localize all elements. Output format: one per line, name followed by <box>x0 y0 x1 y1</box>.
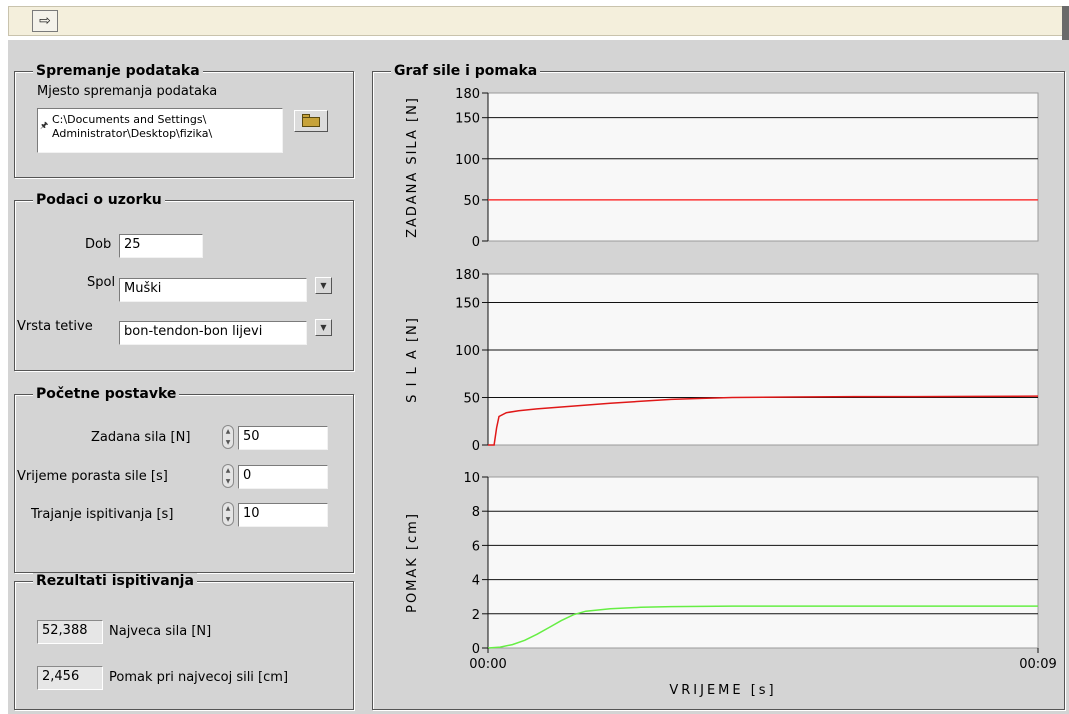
rise-time-input[interactable]: 0 <box>238 465 328 489</box>
settings-group-title: Početne postavke <box>33 386 180 402</box>
decrement-icon[interactable]: ▼ <box>225 439 231 446</box>
sex-dropdown-button[interactable]: ▼ <box>315 277 332 294</box>
y-tick-label: 50 <box>463 194 480 209</box>
y-axis-label: S I L A [N] <box>405 316 420 403</box>
duration-spinner[interactable]: ▲ ▼ <box>222 502 234 526</box>
settings-group: Početne postavke Zadana sila [N] ▲ ▼ 50 … <box>14 386 354 573</box>
max-force-label: Najveca sila [N] <box>109 624 212 639</box>
rise-time-spinner[interactable]: ▲ ▼ <box>222 464 234 488</box>
y-tick-label: 100 <box>455 153 480 168</box>
decrement-icon[interactable]: ▼ <box>225 478 231 485</box>
series-line <box>488 395 1039 446</box>
toolbar: ⇨ <box>0 0 1069 40</box>
y-tick-label: 0 <box>472 235 480 250</box>
y-tick-label: 180 <box>455 87 480 102</box>
plot-area <box>487 273 1039 446</box>
plot-area <box>487 92 1039 242</box>
force-label: Zadana sila [N] <box>91 430 191 445</box>
plot-area <box>487 476 1039 649</box>
folder-icon-tab <box>302 114 310 118</box>
rise-time-label: Vrijeme porasta sile [s] <box>17 469 168 484</box>
sample-group-title: Podaci o uzorku <box>33 192 165 208</box>
displacement-label: Pomak pri najvecoj sili [cm] <box>109 670 289 685</box>
tendon-dropdown-button[interactable]: ▼ <box>315 319 332 336</box>
front-panel: Spremanje podataka Mjesto spremanja poda… <box>8 40 1069 714</box>
duration-label: Trajanje ispitivanja [s] <box>31 507 174 522</box>
y-tick-label: 50 <box>463 392 480 407</box>
y-tick-label: 4 <box>472 574 480 589</box>
y-axis-label: ZADANA SILA [N] <box>405 96 420 238</box>
increment-icon[interactable]: ▲ <box>225 505 231 512</box>
y-tick-label: 0 <box>472 642 480 657</box>
y-tick-label: 6 <box>472 539 480 554</box>
x-tick-label: 00:09 <box>1019 657 1056 672</box>
increment-icon[interactable]: ▲ <box>225 428 231 435</box>
y-tick-label: 0 <box>472 439 480 454</box>
force-input[interactable]: 50 <box>238 426 328 450</box>
y-tick-label: 150 <box>455 112 480 127</box>
sex-select[interactable]: Muški <box>119 278 307 302</box>
results-group: Rezultati ispitivanja 52,388 Najveca sil… <box>14 573 354 710</box>
tendon-select[interactable]: bon-tendon-bon lijevi <box>119 321 307 345</box>
path-label: Mjesto spremanja podataka <box>37 84 218 99</box>
y-axis-label: POMAK [cm] <box>405 512 420 613</box>
right-arrow-icon: ⇨ <box>39 13 51 29</box>
duration-input[interactable]: 10 <box>238 503 328 527</box>
browse-button[interactable] <box>294 110 328 132</box>
y-tick-label: 180 <box>455 268 480 283</box>
path-line-2: Administrator\Desktop\fizika\ <box>52 127 213 140</box>
x-axis-label: VRIJEME [s] <box>669 683 776 698</box>
y-tick-label: 2 <box>472 608 480 623</box>
chevron-down-icon: ▼ <box>320 281 327 290</box>
sample-group: Podaci o uzorku Dob 25 Spol Muški ▼ Vrst… <box>14 192 354 371</box>
decrement-icon[interactable]: ▼ <box>225 516 231 523</box>
results-group-title: Rezultati ispitivanja <box>33 573 197 589</box>
sex-label: Spol <box>87 275 116 290</box>
tendon-label: Vrsta tetive <box>17 319 93 334</box>
y-tick-label: 10 <box>463 471 480 486</box>
path-line-1: C:\Documents and Settings\ <box>52 113 207 126</box>
chart-group: Graf sile i pomaka 0 50 100 150 180 ZADANA SI… <box>372 63 1065 710</box>
force-spinner[interactable]: ▲ ▼ <box>222 425 234 449</box>
path-field[interactable]: 🖈 C:\Documents and Settings\ Administrat… <box>37 108 283 153</box>
max-force-value: 52,388 <box>37 620 103 644</box>
chevron-down-icon: ▼ <box>320 323 327 332</box>
age-label: Dob <box>85 237 112 252</box>
y-tick-label: 100 <box>455 344 480 359</box>
x-tick-label: 00:00 <box>469 657 506 672</box>
path-icon: 🖈 <box>40 121 49 131</box>
scrollbar-edge[interactable] <box>1062 6 1069 40</box>
chart-group-title: Graf sile i pomaka <box>391 63 541 79</box>
run-button[interactable]: ⇨ <box>32 10 58 32</box>
series-line <box>487 605 1038 649</box>
y-tick-label: 8 <box>472 505 480 520</box>
folder-icon <box>302 117 320 127</box>
increment-icon[interactable]: ▲ <box>225 467 231 474</box>
y-tick-label: 150 <box>455 297 480 312</box>
age-input[interactable]: 25 <box>119 234 203 258</box>
toolbar-strip <box>8 6 1064 36</box>
storage-group: Spremanje podataka Mjesto spremanja poda… <box>14 63 354 178</box>
displacement-value: 2,456 <box>37 666 103 690</box>
storage-group-title: Spremanje podataka <box>33 63 203 79</box>
